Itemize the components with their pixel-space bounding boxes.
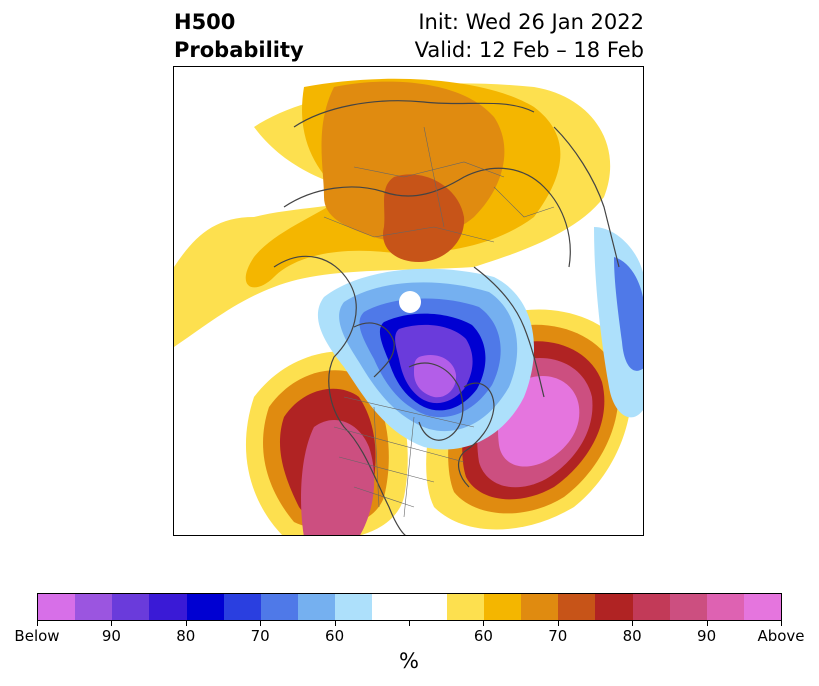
- colorbar-segment-4: [186, 594, 224, 620]
- colorbar-segment-8: [335, 594, 373, 620]
- colorbar-segment-19: [743, 594, 782, 620]
- colorbar-segment-14: [558, 594, 596, 620]
- colorbar-tick-label-7: 70: [548, 627, 568, 645]
- colorbar-tick-label-3: 70: [250, 627, 270, 645]
- colorbar-tick-5: [409, 621, 410, 626]
- colorbar-segment-15: [595, 594, 633, 620]
- colorbar-segment-13: [521, 594, 559, 620]
- colorbar-segment-7: [298, 594, 336, 620]
- colorbar-tick-10: [781, 621, 782, 626]
- init-time: Init: Wed 26 Jan 2022: [418, 10, 644, 34]
- below-95-region: [414, 355, 457, 398]
- colorbar-tick-8: [632, 621, 634, 626]
- colorbar-segment-18: [706, 594, 744, 620]
- colorbar-tick-0: [37, 621, 38, 626]
- colorbar-tick-1: [111, 621, 113, 626]
- colorbar-segment-1: [75, 594, 113, 620]
- colorbar-tick-label-8: 80: [622, 627, 642, 645]
- colorbar-segment-9: [372, 594, 410, 620]
- run-info: Init: Wed 26 Jan 2022 Valid: 12 Feb – 18…: [415, 8, 644, 64]
- colorbar-tick-9: [706, 621, 708, 626]
- colorbar-tick-label-0: Below: [14, 627, 60, 645]
- colorbar-segment-11: [446, 594, 484, 620]
- colorbar-tick-2: [185, 621, 187, 626]
- colorbar-tick-label-1: 90: [101, 627, 121, 645]
- valid-period: Valid: 12 Feb – 18 Feb: [414, 38, 644, 62]
- colorbar-segment-17: [669, 594, 707, 620]
- chart-title: H500 Probability: [174, 8, 304, 64]
- colorbar-tick-label-10: Above: [757, 627, 805, 645]
- title-line-2: Probability: [174, 38, 304, 62]
- above-70-region: [321, 81, 505, 242]
- below-east-70: [614, 257, 643, 371]
- colorbar-tick-label-2: 80: [176, 627, 196, 645]
- colorbar-tick-4: [334, 621, 336, 626]
- colorbar-tick-7: [557, 621, 559, 626]
- map-panel: [173, 66, 644, 536]
- colorbar-unit-label: %: [399, 649, 419, 673]
- colorbar-tick-label-6: 60: [473, 627, 493, 645]
- colorbar-segment-5: [223, 594, 261, 620]
- colorbar-tick-label-9: 90: [697, 627, 717, 645]
- pole-hole: [399, 291, 421, 313]
- colorbar-tick-6: [483, 621, 485, 626]
- colorbar-segment-6: [260, 594, 299, 620]
- colorbar-tick-3: [260, 621, 262, 626]
- colorbar-tick-label-4: 60: [325, 627, 345, 645]
- colorbar: [37, 593, 782, 621]
- colorbar-segment-16: [632, 594, 670, 620]
- political-borders: [323, 126, 555, 518]
- probability-map: [174, 67, 643, 535]
- above-west-90: [301, 419, 375, 535]
- colorbar-segment-10: [409, 594, 447, 620]
- coastlines: [273, 100, 620, 535]
- colorbar-segment-2: [112, 594, 150, 620]
- colorbar-segment-0: [38, 594, 76, 620]
- title-line-1: H500: [174, 10, 236, 34]
- colorbar-segment-12: [483, 594, 522, 620]
- colorbar-segment-3: [149, 594, 187, 620]
